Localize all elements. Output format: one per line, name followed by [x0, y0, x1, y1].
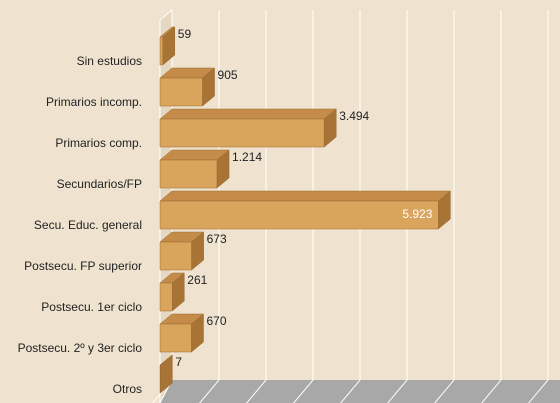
category-label: Otros: [113, 382, 142, 396]
bar-side: [160, 354, 173, 394]
bar: [159, 190, 452, 230]
floor-grid-line: [340, 379, 361, 403]
bar-side: [191, 313, 204, 353]
value-label: 3.494: [339, 109, 369, 123]
category-label: Primarios comp.: [55, 136, 142, 150]
floor-grid-line: [481, 379, 502, 403]
bar-side: [323, 108, 337, 148]
bar: [159, 149, 230, 189]
category-label: Primarios incomp.: [46, 95, 142, 109]
floor-grid-line: [293, 379, 314, 403]
bar-front: [159, 241, 192, 271]
bar: [159, 67, 216, 107]
value-label: 1.214: [232, 150, 262, 164]
bar: [159, 354, 174, 394]
bar-front: [159, 323, 192, 353]
floor-grid-line: [199, 379, 220, 403]
bar: [159, 231, 205, 271]
bar-front: [159, 159, 218, 189]
bar-front: [159, 200, 439, 230]
floor-grid-line: [387, 379, 408, 403]
bar-front: [159, 77, 203, 107]
value-label: 59: [178, 27, 192, 41]
bar-front: [159, 118, 325, 148]
category-label: Secundarios/FP: [57, 177, 142, 191]
floor-grid-line: [528, 379, 549, 403]
bar-side: [438, 190, 451, 230]
bar-side: [191, 231, 204, 271]
category-label: Postsecu. 1er ciclo: [41, 300, 142, 314]
floor-grid-line: [246, 379, 267, 403]
value-label: 905: [218, 68, 238, 82]
bar: [159, 272, 185, 312]
value-label: 261: [187, 273, 207, 287]
bar: [159, 313, 205, 353]
value-label: 7: [175, 355, 182, 369]
category-label: Postsecu. FP superior: [24, 259, 142, 273]
bar-front: [159, 282, 173, 312]
bar: [159, 26, 176, 66]
bar-front: [159, 36, 164, 66]
floor: [160, 380, 560, 403]
value-label: 5.923: [402, 207, 432, 221]
bar-side: [202, 67, 215, 107]
bar: [159, 108, 337, 148]
category-label: Secu. Educ. general: [34, 218, 142, 232]
bar-side: [172, 272, 185, 312]
bar-top: [159, 108, 337, 120]
floor-grid-line: [434, 379, 455, 403]
category-label: Postsecu. 2º y 3er ciclo: [18, 341, 143, 355]
value-label: 673: [207, 232, 227, 246]
value-label: 670: [206, 314, 226, 328]
category-label: Sin estudios: [77, 54, 142, 68]
bar-top: [159, 190, 452, 202]
bar-side: [216, 149, 230, 189]
bar-side: [162, 26, 176, 66]
